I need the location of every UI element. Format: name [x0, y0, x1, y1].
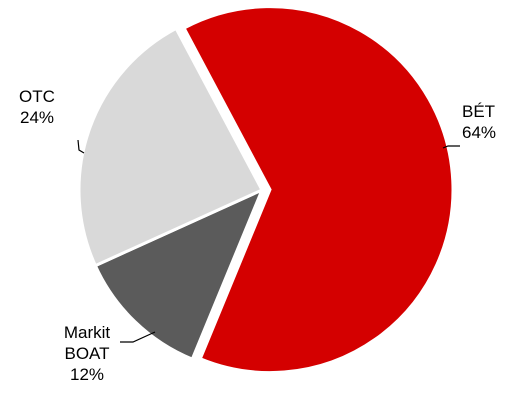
slice-label-markit-boat-0: Markit [64, 323, 111, 342]
slice-value-otc: 24% [20, 108, 54, 127]
slice-label-markit-boat-1: BOAT [64, 344, 109, 363]
pie-slices [79, 7, 453, 373]
slice-label-otc-0: OTC [19, 87, 55, 106]
slice-label-b-t-0: BÉT [462, 102, 495, 121]
slice-value-markit-boat: 12% [70, 365, 104, 384]
slice-value-b-t: 64% [462, 123, 496, 142]
